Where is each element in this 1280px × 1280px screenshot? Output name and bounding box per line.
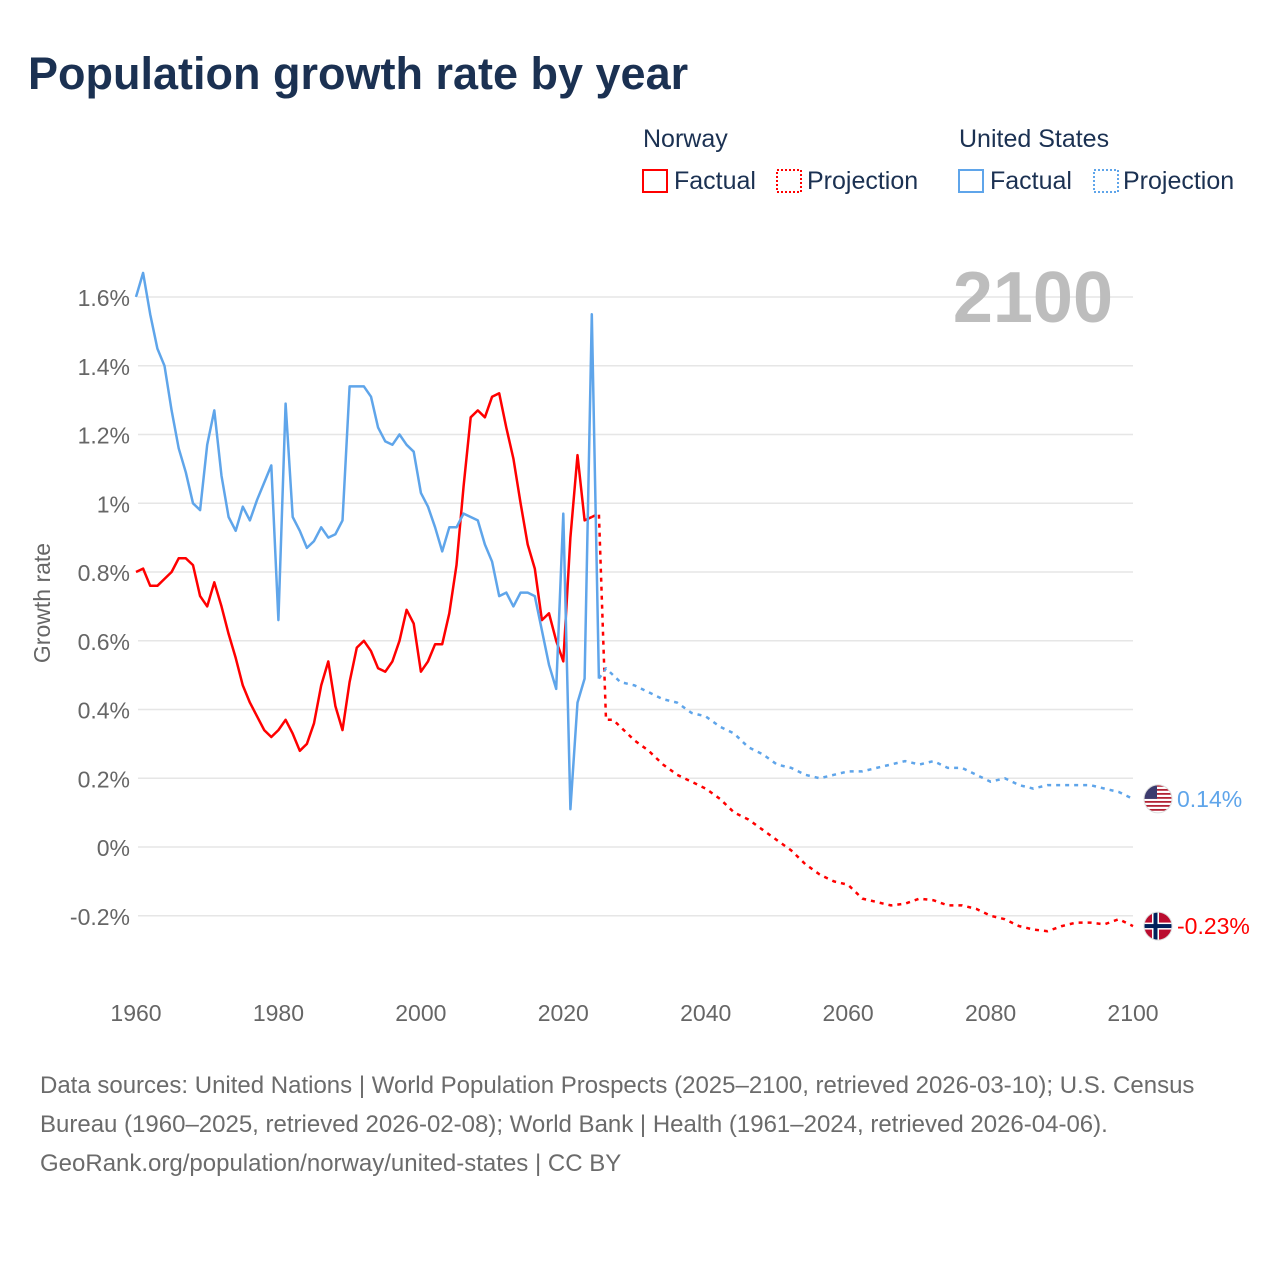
y-tick-label: 0% xyxy=(97,835,130,861)
legend-us-factual[interactable]: Factual xyxy=(990,167,1072,195)
legend-us-projection-swatch xyxy=(1093,169,1119,193)
credit-link[interactable]: GeoRank.org/population/norway/united-sta… xyxy=(40,1150,622,1177)
legend-norway-projection[interactable]: Projection xyxy=(807,167,918,195)
gridlines xyxy=(138,296,1133,917)
y-tick-label: 0.2% xyxy=(78,766,130,792)
x-tick-label: 2080 xyxy=(965,1000,1016,1026)
x-axis: 1960 1980 2000 2020 2040 2060 2080 2100 xyxy=(110,1000,1158,1026)
end-markers: -0.23% 0.14% xyxy=(1143,784,1250,941)
norway-end-value: -0.23% xyxy=(1177,913,1250,939)
x-tick-label: 2100 xyxy=(1107,1000,1158,1026)
y-tick-label: 0.4% xyxy=(78,698,130,724)
us-end-value: 0.14% xyxy=(1177,786,1242,812)
x-tick-label: 1980 xyxy=(253,1000,304,1026)
us-flag-icon xyxy=(1143,784,1173,814)
legend-group-united-states: United States xyxy=(959,125,1109,153)
y-tick-label: 1.4% xyxy=(78,354,130,380)
united-states-factual-line xyxy=(134,271,601,811)
y-axis-label: Growth rate xyxy=(29,543,55,663)
x-tick-label: 2060 xyxy=(823,1000,874,1026)
y-tick-label: 1.6% xyxy=(78,285,130,311)
legend-norway-factual-swatch xyxy=(642,169,668,193)
legend-us-projection[interactable]: Projection xyxy=(1123,167,1234,195)
footer: Data sources: United Nations | World Pop… xyxy=(40,1066,1230,1183)
x-tick-label: 1960 xyxy=(110,1000,161,1026)
x-tick-label: 2040 xyxy=(680,1000,731,1026)
norway-projection-line xyxy=(591,512,1134,933)
norway-flag-icon xyxy=(1143,911,1173,941)
y-tick-label: 1% xyxy=(97,491,130,517)
y-tick-label: 1.2% xyxy=(78,423,130,449)
page-title: Population growth rate by year xyxy=(28,48,689,99)
legend-norway-factual[interactable]: Factual xyxy=(674,167,756,195)
year-indicator: 2100 xyxy=(953,258,1113,338)
y-axis: -0.2% 0% 0.2% 0.4% 0.6% 0.8% 1% 1.2% 1.4% 1.6% xyxy=(70,285,130,930)
legend: Norway Factual Projection United States … xyxy=(642,125,1234,195)
series-lines xyxy=(134,271,1134,933)
legend-us-factual-swatch xyxy=(958,169,984,193)
legend-norway-projection-swatch xyxy=(776,169,802,193)
x-tick-label: 2000 xyxy=(395,1000,446,1026)
y-tick-label: -0.2% xyxy=(70,904,130,930)
y-tick-label: 0.6% xyxy=(78,629,130,655)
x-tick-label: 2020 xyxy=(538,1000,589,1026)
legend-group-norway: Norway xyxy=(643,125,728,153)
y-tick-label: 0.8% xyxy=(78,560,130,586)
norway-factual-line xyxy=(135,392,593,753)
united-states-projection-line xyxy=(597,667,1134,801)
data-sources: Data sources: United Nations | World Pop… xyxy=(40,1072,1195,1138)
